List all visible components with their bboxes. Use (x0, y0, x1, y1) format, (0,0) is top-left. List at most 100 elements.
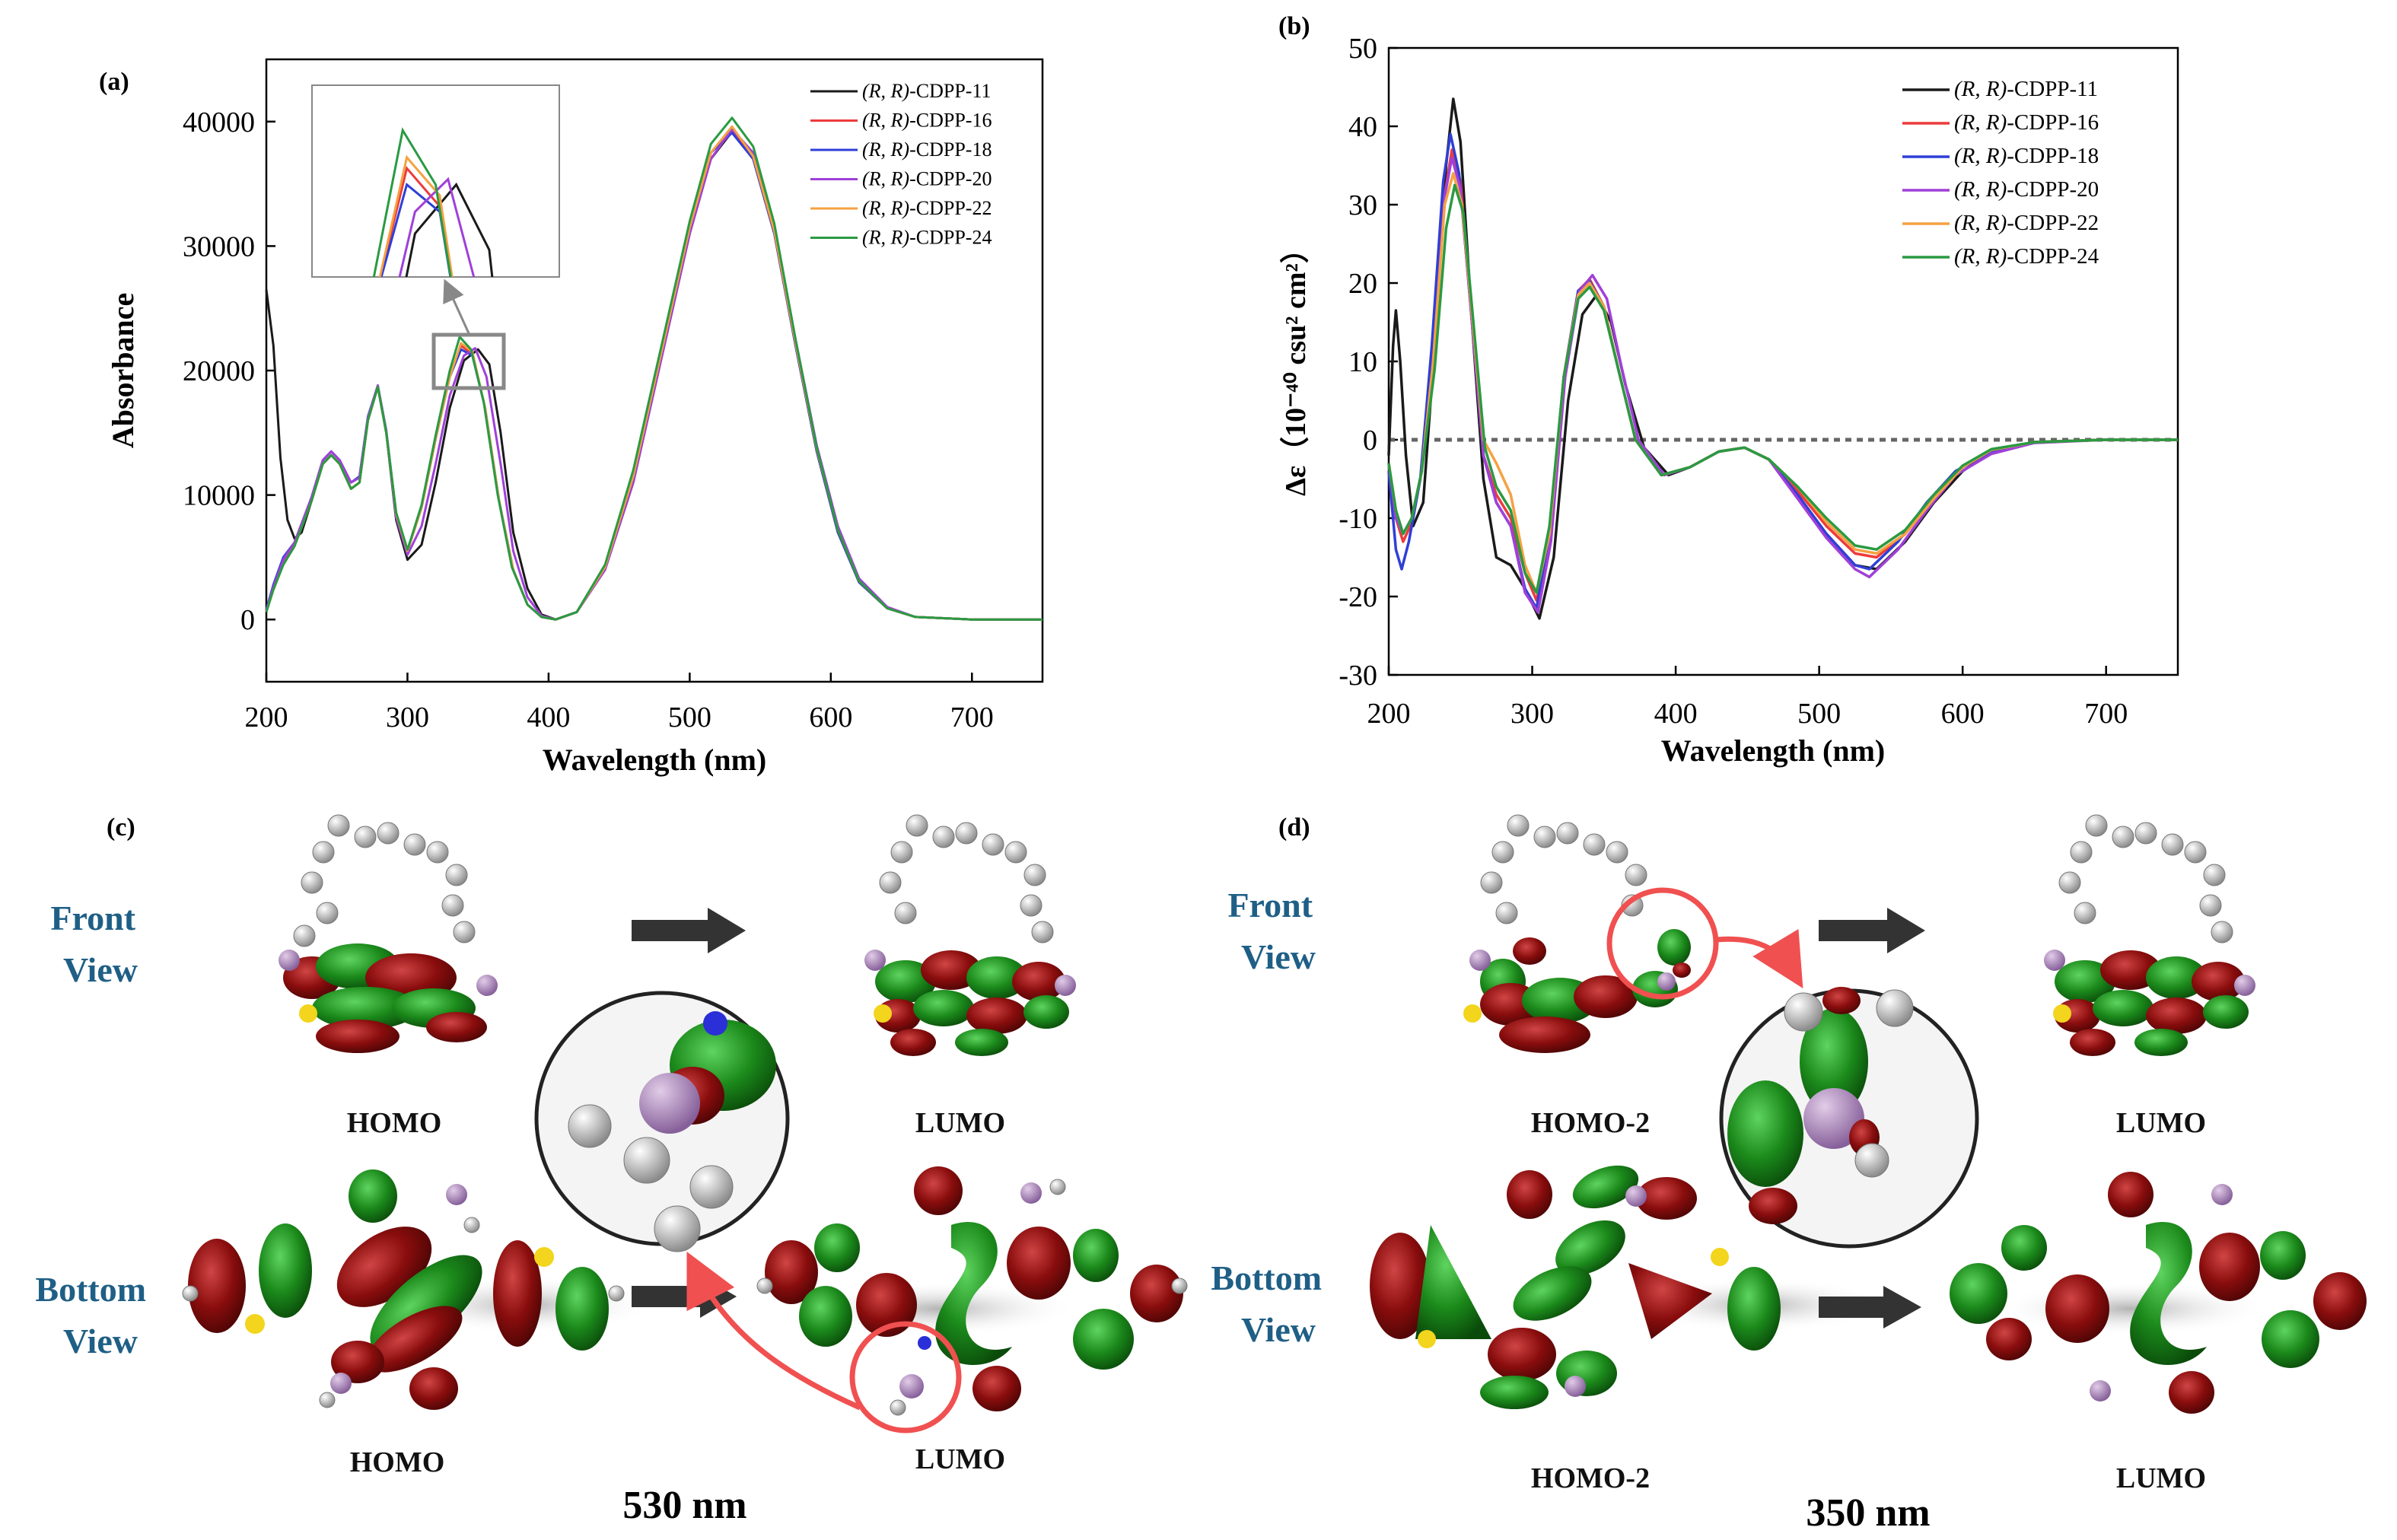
transition-arrow-front-c (632, 908, 746, 953)
legend-label: (R, R)-CDPP-18 (862, 138, 992, 161)
series-line-cdpp-18 (1387, 132, 2178, 610)
y-tick-label: 0 (240, 604, 255, 636)
y-tick-label: -20 (1339, 581, 1377, 613)
molecule-front-lumo-c (864, 814, 1076, 1056)
homo2-bottom-label-d: HOMO-2 (1531, 1462, 1650, 1494)
x-tick-label: 600 (1941, 698, 1985, 730)
y-tick-label: -30 (1339, 660, 1377, 692)
legend-label: (R, R)-CDPP-24 (1954, 244, 2099, 269)
homo2-front-label-d: HOMO-2 (1531, 1107, 1650, 1139)
legend-label: (R, R)-CDPP-20 (862, 168, 992, 190)
inset-line-cdpp-18 (380, 182, 452, 277)
x-axis-b: 200 300 400 500 600 700 (1367, 666, 2128, 730)
bottom-view-label-d: Bottom View (1211, 1258, 1330, 1349)
molecule-front-lumo-d (2044, 814, 2255, 1056)
inset-line-cdpp-16 (379, 166, 453, 277)
series-line-cdpp-24 (1387, 183, 2178, 594)
y-axis-a: 0 10000 20000 30000 40000 (183, 107, 275, 636)
x-axis-title-b: Wavelength (nm) (1661, 733, 1885, 768)
inset-line-cdpp-20 (398, 177, 476, 277)
y-tick-label: 30000 (183, 231, 255, 262)
y-tick-label: 10000 (183, 480, 255, 512)
legend-label: (R, R)-CDPP-20 (1954, 177, 2099, 202)
inset-line-cdpp-22 (378, 154, 454, 277)
x-axis-title-a: Wavelength (nm) (543, 743, 766, 777)
lumo-front-label-d: LUMO (2116, 1107, 2206, 1139)
front-view-label-c: Front View (50, 899, 144, 989)
x-tick-label: 700 (950, 702, 994, 733)
inset-arrow (443, 278, 470, 334)
x-tick-label: 500 (1797, 698, 1841, 730)
x-tick-label: 300 (1510, 698, 1554, 730)
series-line-cdpp-24 (265, 116, 1043, 621)
y-tick-label: 30 (1348, 189, 1377, 221)
y-tick-label: -10 (1339, 503, 1377, 535)
legend-label: (R, R)-CDPP-16 (862, 110, 992, 132)
x-axis-a: 200 300 400 500 600 700 (245, 673, 994, 733)
legend-label: (R, R)-CDPP-11 (862, 80, 991, 102)
x-tick-label: 600 (809, 702, 852, 733)
chart-b: (b) -30 -20 -10 0 10 20 30 40 50 200 300 400 500 600… (1278, 12, 2179, 768)
bottom-view-label-c: Bottom View (35, 1270, 154, 1360)
wavelength-label-d: 350 nm (1806, 1491, 1930, 1535)
chart-a: (a) 0 10000 20000 30000 40000 200 300 400 500 60… (99, 58, 1044, 777)
front-view-label-d: Front View (1227, 886, 1321, 976)
y-tick-label: 0 (1363, 425, 1377, 457)
panel-label-b: (b) (1278, 12, 1310, 40)
legend-a: (R, R)-CDPP-11 (R, R)-CDPP-16 (R, R)-CDPP-… (810, 80, 992, 249)
y-axis-title-a: Absorbance (106, 293, 140, 448)
y-tick-label: 10 (1348, 346, 1377, 378)
series-group-b (1387, 97, 2178, 620)
legend-label: (R, R)-CDPP-16 (1954, 110, 2099, 135)
molecule-bottom-homo2-d (1370, 1165, 1887, 1409)
legend-label: (R, R)-CDPP-22 (1954, 211, 2099, 235)
homo-bottom-label-c: HOMO (350, 1446, 445, 1478)
inset-a (311, 84, 560, 390)
wavelength-label-c: 530 nm (622, 1484, 746, 1527)
y-axis-title-b: Δε（10⁻⁴⁰ csu² cm²） (1280, 234, 1312, 496)
panel-label-a: (a) (99, 68, 129, 96)
zoom-circle-c (534, 991, 790, 1252)
legend-b: (R, R)-CDPP-11 (R, R)-CDPP-16 (R, R)-CDPP-… (1902, 77, 2099, 269)
y-tick-label: 50 (1348, 33, 1377, 65)
x-tick-label: 200 (245, 702, 288, 733)
lumo-bottom-label-c: LUMO (915, 1443, 1005, 1475)
zoom-circle-d (1719, 987, 1979, 1249)
panel-label-d: (d) (1278, 813, 1310, 842)
plot-frame-b (1387, 46, 2179, 676)
molecule-bottom-homo-c (182, 1169, 654, 1410)
series-line-cdpp-22 (1387, 172, 2178, 594)
x-tick-label: 700 (2084, 698, 2128, 730)
molecule-front-homo-c (279, 814, 498, 1053)
panel-label-c: (c) (107, 813, 135, 842)
y-tick-label: 40000 (183, 107, 255, 138)
legend-label: (R, R)-CDPP-18 (1954, 144, 2099, 168)
homo-front-label-c: HOMO (347, 1107, 442, 1139)
lumo-bottom-label-d: LUMO (2116, 1462, 2206, 1494)
inset-line-cdpp-24 (372, 127, 452, 277)
legend-label: (R, R)-CDPP-11 (1954, 77, 2098, 101)
y-tick-label: 20 (1348, 268, 1377, 300)
molecule-front-homo2-d (1463, 814, 1803, 1053)
y-tick-label: 20000 (183, 355, 255, 387)
series-line-cdpp-20 (1387, 156, 2178, 614)
x-tick-label: 400 (527, 702, 570, 733)
highlight-arrow-c (686, 1251, 861, 1411)
x-tick-label: 400 (1654, 698, 1698, 730)
y-tick-label: 40 (1348, 111, 1377, 143)
lumo-front-label-c: LUMO (915, 1107, 1005, 1139)
y-axis-b: -30 -20 -10 0 10 20 30 40 50 (1339, 33, 1398, 692)
highlight-ring-c (849, 1321, 962, 1433)
x-tick-label: 200 (1367, 698, 1411, 730)
transition-arrow-bottom-d (1819, 1286, 1921, 1328)
x-tick-label: 300 (386, 702, 429, 733)
molecule-bottom-lumo-c (756, 1166, 1188, 1433)
series-group-a (265, 116, 1043, 621)
x-tick-label: 500 (668, 702, 711, 733)
legend-label: (R, R)-CDPP-24 (862, 227, 992, 249)
transition-arrow-front-d (1819, 908, 1925, 953)
panel-c-orbitals: (c) Front View Bottom View (35, 813, 1188, 1527)
legend-label: (R, R)-CDPP-22 (862, 197, 992, 219)
molecule-bottom-lumo-d (1950, 1172, 2367, 1414)
